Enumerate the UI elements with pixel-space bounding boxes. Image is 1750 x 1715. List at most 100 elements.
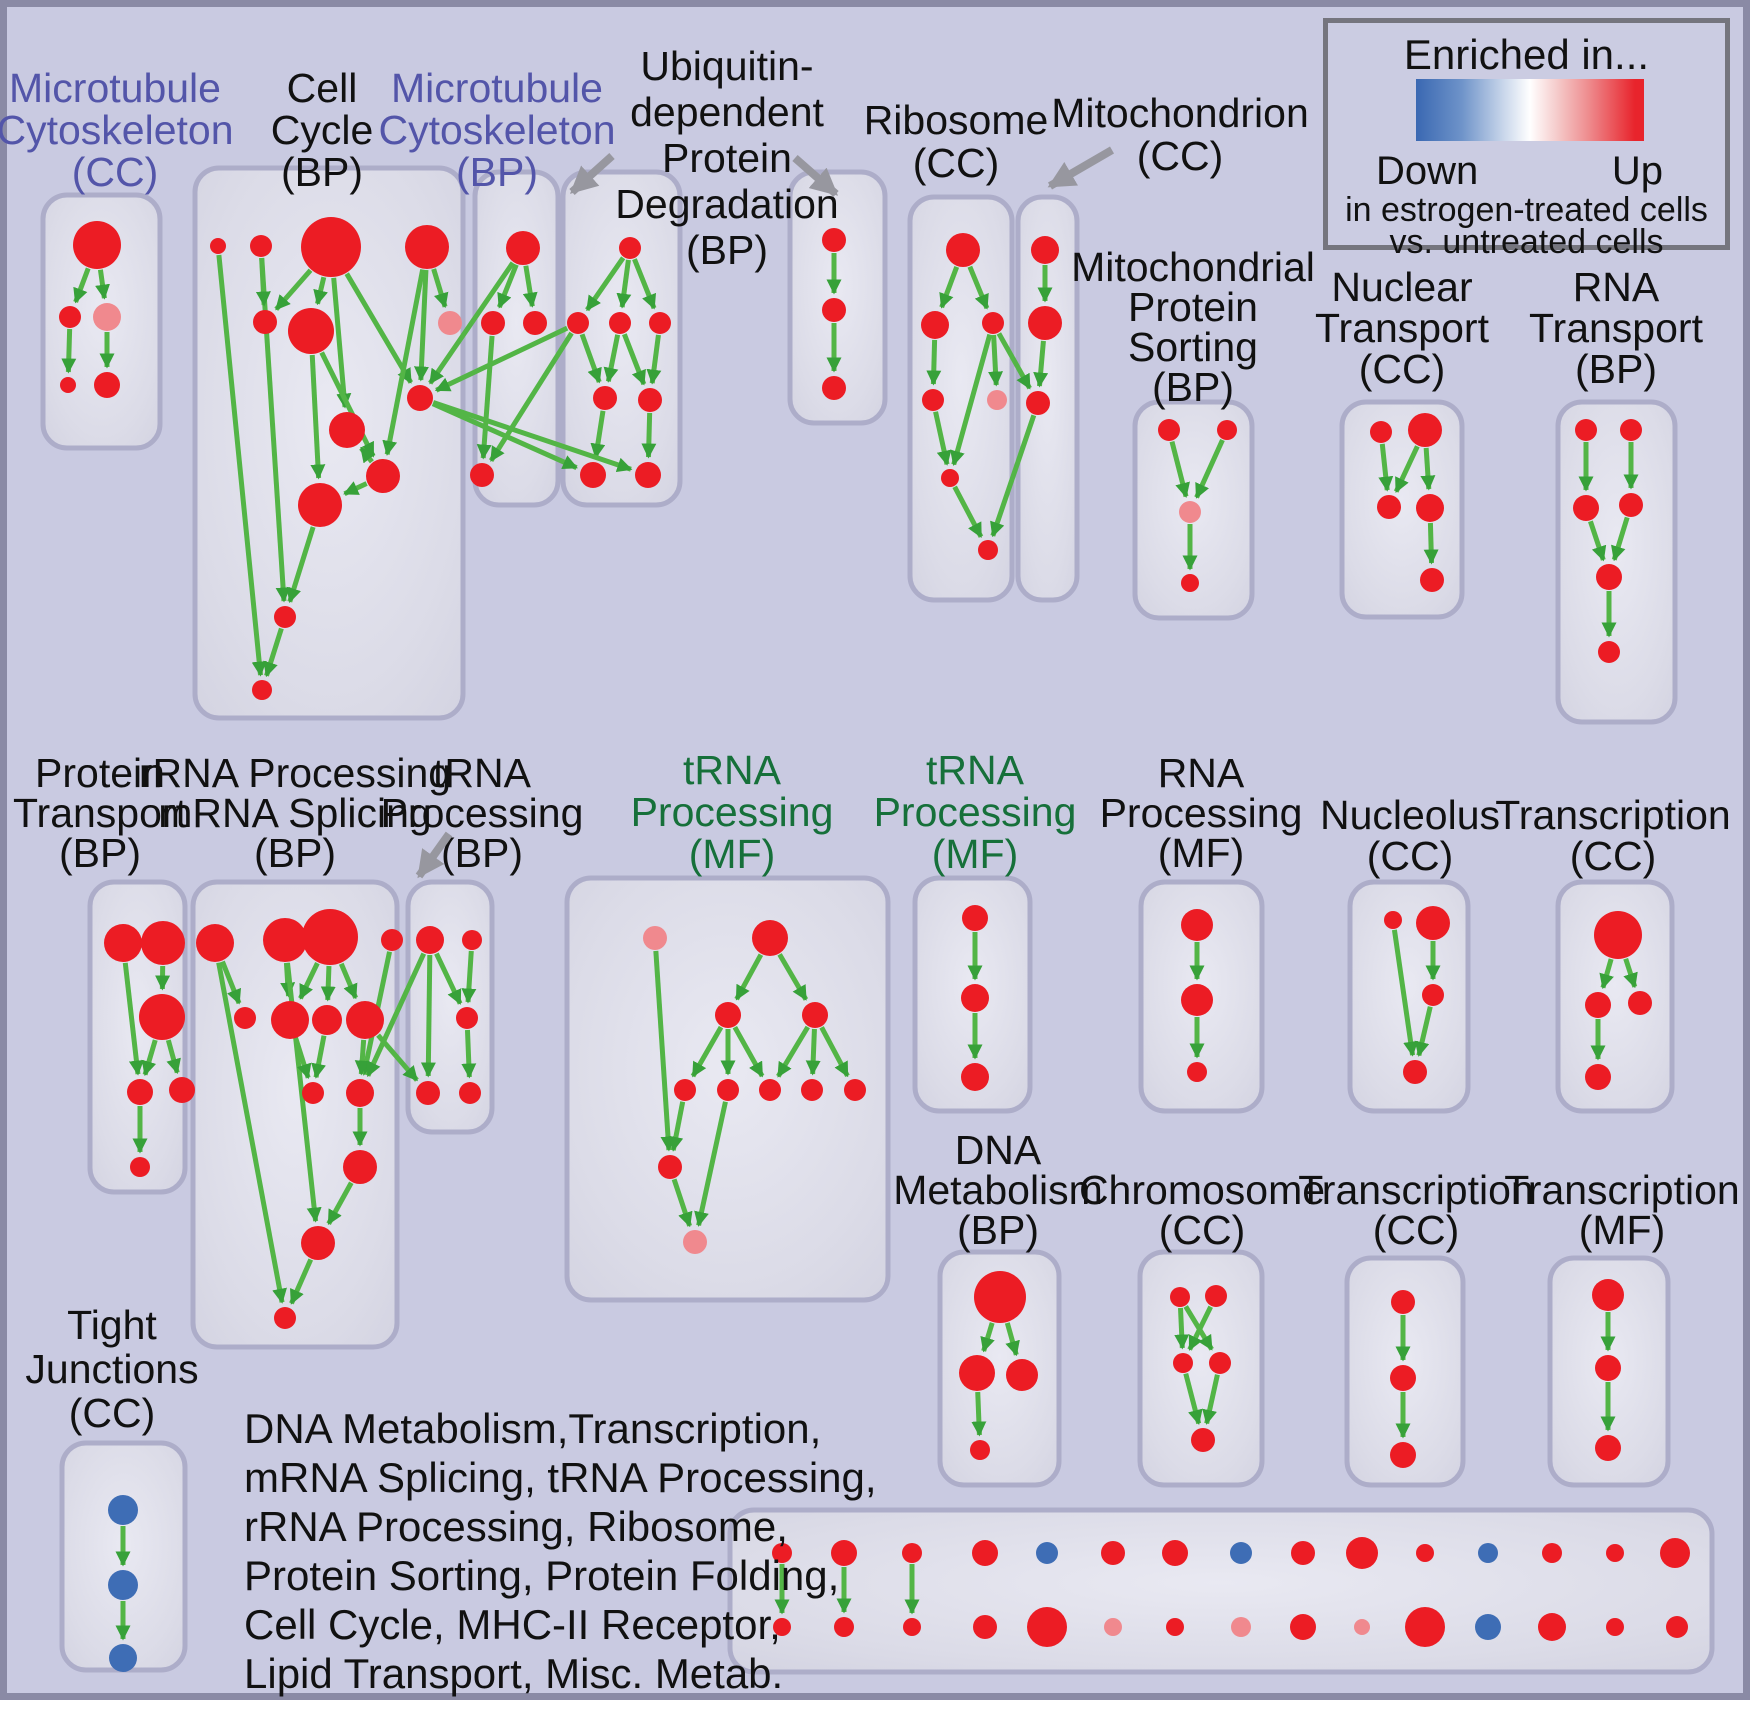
- cluster-box-nuclear-transport: [1339, 399, 1465, 620]
- go-term-node: [1598, 641, 1620, 663]
- go-term-node: [1585, 992, 1611, 1018]
- edge: [434, 325, 569, 393]
- edge: [476, 335, 495, 460]
- edge: [311, 1035, 327, 1079]
- go-term-node: [1179, 501, 1201, 523]
- go-term-node: [961, 1063, 989, 1091]
- edge: [996, 332, 1032, 390]
- edge: [522, 265, 538, 308]
- go-term-node: [1390, 1442, 1416, 1468]
- go-term-node: [346, 1079, 374, 1107]
- edge: [95, 269, 110, 300]
- go-term-node: [94, 372, 120, 398]
- cluster-label-rna-transport: RNA Transport (BP): [1529, 264, 1704, 392]
- edge: [776, 1025, 810, 1078]
- cluster-label-transcription-cc: Transcription (CC): [1495, 792, 1730, 879]
- go-term-node: [250, 235, 272, 257]
- go-term-node: [759, 1079, 781, 1101]
- edge: [603, 334, 621, 383]
- nodes-layer: [59, 217, 1690, 1672]
- legend-down-label: Down: [1376, 149, 1479, 193]
- go-term-node: [972, 1540, 998, 1566]
- go-term-node: [649, 312, 671, 334]
- go-term-node: [1291, 1541, 1315, 1565]
- edge: [1611, 516, 1630, 562]
- go-term-node: [903, 1618, 921, 1636]
- go-term-node: [946, 233, 980, 267]
- go-term-node: [978, 540, 998, 560]
- edge: [293, 1038, 312, 1080]
- edge: [622, 333, 647, 386]
- go-term-node: [169, 1077, 195, 1103]
- cluster-label-tight-junctions: Tight Junctions (CC): [25, 1302, 198, 1436]
- go-term-node: [1594, 911, 1642, 959]
- edge: [286, 526, 316, 604]
- go-term-node: [1026, 391, 1050, 415]
- go-term-node: [210, 238, 226, 254]
- edge: [579, 333, 602, 384]
- annotation-arrow-to-ubiquitin-left-box: [569, 153, 615, 195]
- go-term-node: [1187, 1062, 1207, 1082]
- edge: [668, 1101, 686, 1152]
- edge: [255, 257, 271, 307]
- go-term-node: [1596, 564, 1622, 590]
- legend-up-label: Up: [1611, 149, 1663, 193]
- edge: [1420, 447, 1436, 491]
- edge: [263, 627, 284, 678]
- go-term-node: [1170, 1287, 1190, 1307]
- edge: [1378, 443, 1394, 492]
- labels-layer: Microtubule Cytoskeleton (CC) Cell Cycle (BP)…: [0, 43, 1740, 1436]
- edge: [690, 1025, 724, 1078]
- edge: [432, 400, 633, 473]
- go-term-node: [302, 1082, 324, 1104]
- edge: [359, 446, 376, 464]
- go-term-node: [263, 918, 307, 962]
- go-term-node: [961, 984, 989, 1012]
- go-term-node: [962, 905, 988, 931]
- go-term-node: [1595, 1435, 1621, 1461]
- go-term-node: [1230, 1542, 1252, 1564]
- go-term-node: [902, 1543, 922, 1563]
- go-term-node: [1416, 906, 1450, 940]
- go-term-node: [1173, 1353, 1193, 1373]
- go-term-node: [1027, 1607, 1067, 1647]
- go-term-node: [73, 221, 121, 269]
- go-term-node: [1028, 306, 1062, 340]
- go-term-node: [801, 1079, 823, 1101]
- go-term-node: [1006, 1359, 1038, 1391]
- go-term-node: [459, 1082, 481, 1104]
- edge: [344, 272, 414, 384]
- go-term-node: [822, 376, 846, 400]
- edge: [141, 1039, 158, 1077]
- edge: [777, 953, 809, 1001]
- go-term-node: [108, 1570, 138, 1600]
- edge: [1033, 340, 1049, 388]
- go-term-node: [1660, 1538, 1690, 1568]
- legend-subtitle-2: vs. untreated cells: [1389, 223, 1664, 261]
- go-term-node: [1475, 1614, 1501, 1640]
- go-term-node: [141, 921, 185, 965]
- edge: [331, 277, 352, 409]
- edge: [326, 1181, 354, 1226]
- go-term-node: [108, 1495, 138, 1525]
- go-term-node: [831, 1540, 857, 1566]
- go-term-node: [346, 1001, 384, 1039]
- go-term-node: [1101, 1541, 1125, 1565]
- go-term-node: [635, 462, 661, 488]
- edge: [338, 962, 358, 1000]
- go-term-node: [772, 1543, 792, 1563]
- go-term-node: [658, 1155, 682, 1179]
- edge: [1623, 958, 1638, 989]
- edge: [1391, 929, 1419, 1057]
- edge: [819, 1026, 850, 1078]
- go-term-node: [982, 312, 1004, 334]
- go-term-node: [366, 459, 400, 493]
- go-term-node: [1209, 1352, 1231, 1374]
- go-term-node: [752, 920, 788, 956]
- edge: [734, 953, 764, 1001]
- go-term-node: [715, 1002, 741, 1028]
- go-term-node: [1290, 1614, 1316, 1640]
- legend-title: Enriched in...: [1403, 31, 1650, 78]
- cluster-label-protein-transport: Protein Transport (BP): [13, 750, 188, 876]
- legend-color-gradient: [1416, 79, 1644, 141]
